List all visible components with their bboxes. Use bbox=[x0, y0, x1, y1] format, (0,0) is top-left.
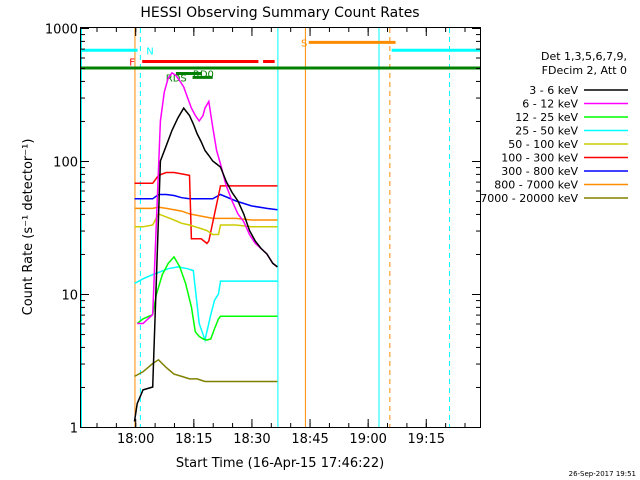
x-axis-label: Start Time (16-Apr-15 17:46:22) bbox=[176, 456, 384, 471]
flag-label-0: N bbox=[146, 46, 153, 57]
x-tick-label-4: 19:00 bbox=[349, 432, 386, 447]
y-tick-label-2: 100 bbox=[53, 156, 78, 171]
x-tick-label-2: 18:30 bbox=[233, 432, 270, 447]
flag-label-2: F bbox=[129, 57, 135, 68]
series-line-7 bbox=[134, 206, 278, 221]
legend-label-2: 12 - 25 keV bbox=[515, 111, 578, 124]
series-line-0 bbox=[133, 106, 278, 422]
legend-label-0: 3 - 6 keV bbox=[529, 84, 578, 97]
y-tick-label-3: 1000 bbox=[45, 23, 78, 38]
chart-title: HESSI Observing Summary Count Rates bbox=[140, 5, 419, 21]
series-line-4 bbox=[134, 212, 278, 236]
flag-label-1: S bbox=[301, 38, 307, 49]
y-tick-label-1: 10 bbox=[61, 289, 78, 304]
legend-header-0: Det 1,3,5,6,7,9, bbox=[541, 50, 627, 63]
legend-header-1: FDecim 2, Att 0 bbox=[542, 64, 627, 77]
legend: Det 1,3,5,6,7,9,FDecim 2, Att 0 3 - 6 keV… bbox=[480, 50, 628, 205]
plot-frame bbox=[80, 27, 481, 428]
legend-label-3: 25 - 50 keV bbox=[515, 125, 578, 138]
legend-label-4: 50 - 100 keV bbox=[508, 138, 578, 151]
legend-label-7: 800 - 7000 keV bbox=[494, 179, 578, 192]
series-line-8 bbox=[134, 358, 278, 383]
series-line-2 bbox=[136, 255, 278, 341]
series-line-5 bbox=[134, 171, 278, 245]
flag-label-5: RDS bbox=[166, 73, 187, 84]
x-tick-label-5: 19:15 bbox=[408, 432, 445, 447]
y-axis-label: Count Rate (s⁻¹ detector⁻¹) bbox=[21, 139, 36, 316]
axes: 18:00 18:15 18:30 18:45 19:00 19:15 1 10 100 1000 bbox=[45, 23, 480, 447]
legend-label-1: 6 - 12 keV bbox=[522, 98, 578, 111]
y-tick-label-0: 1 bbox=[70, 422, 78, 437]
x-tick-label-0: 18:00 bbox=[117, 432, 154, 447]
timestamp: 26-Sep-2017 19:51 bbox=[569, 470, 636, 478]
legend-label-5: 100 - 300 keV bbox=[501, 152, 578, 165]
plot-area: N S F RD0 RDS bbox=[81, 28, 480, 427]
legend-label-6: 300 - 800 keV bbox=[501, 165, 578, 178]
legend-label-8: 7000 - 20000 keV bbox=[480, 192, 578, 205]
series-line-1 bbox=[137, 71, 278, 325]
series-line-6 bbox=[134, 193, 278, 211]
flag-label-4: RD0 bbox=[193, 69, 214, 80]
x-tick-label-3: 18:45 bbox=[291, 432, 328, 447]
series-line-3 bbox=[134, 266, 278, 343]
x-tick-label-1: 18:15 bbox=[175, 432, 212, 447]
